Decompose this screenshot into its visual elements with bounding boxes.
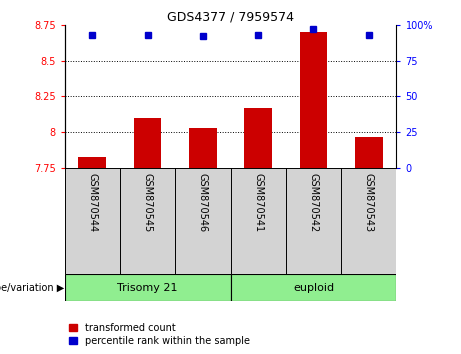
Bar <box>189 128 217 168</box>
Bar <box>78 157 106 168</box>
Bar <box>134 118 161 168</box>
Text: genotype/variation ▶: genotype/variation ▶ <box>0 282 65 293</box>
Bar <box>300 32 327 168</box>
Bar <box>244 108 272 168</box>
Text: GSM870542: GSM870542 <box>308 173 319 233</box>
Text: GSM870543: GSM870543 <box>364 173 374 233</box>
Text: GSM870545: GSM870545 <box>142 173 153 233</box>
Bar <box>65 274 230 301</box>
Text: GSM870546: GSM870546 <box>198 173 208 233</box>
Text: Trisomy 21: Trisomy 21 <box>117 282 178 293</box>
Title: GDS4377 / 7959574: GDS4377 / 7959574 <box>167 11 294 24</box>
Text: euploid: euploid <box>293 282 334 293</box>
Legend: transformed count, percentile rank within the sample: transformed count, percentile rank withi… <box>70 323 250 346</box>
Text: GSM870541: GSM870541 <box>253 173 263 233</box>
Text: GSM870544: GSM870544 <box>87 173 97 233</box>
Bar <box>230 274 396 301</box>
Bar <box>355 137 383 168</box>
